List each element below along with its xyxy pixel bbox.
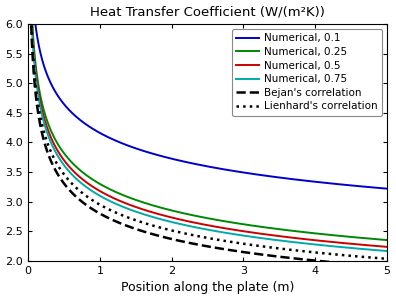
Lienhard's correlation <box>68 180 72 183</box>
Numerical, 0.75 <box>89 189 93 192</box>
Lienhard's correlation <box>385 257 389 261</box>
Numerical, 0.25 <box>68 159 72 162</box>
Line: Numerical, 0.5: Numerical, 0.5 <box>29 0 387 247</box>
Line: Numerical, 0.25: Numerical, 0.25 <box>29 0 387 240</box>
Lienhard's correlation <box>179 231 184 235</box>
Lienhard's correlation <box>164 227 169 231</box>
Numerical, 0.1 <box>68 109 72 113</box>
Numerical, 0.75 <box>339 245 344 249</box>
Bejan's correlation <box>179 239 184 243</box>
Numerical, 0.75 <box>377 249 382 252</box>
Line: Numerical, 0.1: Numerical, 0.1 <box>29 0 387 189</box>
Numerical, 0.1 <box>339 183 344 186</box>
Lienhard's correlation <box>339 253 344 257</box>
Numerical, 0.5 <box>68 166 72 169</box>
Numerical, 0.1 <box>377 186 382 190</box>
Numerical, 0.25 <box>339 234 344 238</box>
Numerical, 0.25 <box>89 177 93 180</box>
Bejan's correlation <box>68 189 72 193</box>
Numerical, 0.25 <box>385 238 389 242</box>
Lienhard's correlation <box>377 256 382 260</box>
Lienhard's correlation <box>89 198 93 201</box>
Numerical, 0.1 <box>89 126 93 130</box>
Numerical, 0.75 <box>179 223 184 226</box>
Bejan's correlation <box>377 264 382 268</box>
Numerical, 0.1 <box>164 156 169 159</box>
Numerical, 0.1 <box>179 159 184 163</box>
Line: Lienhard's correlation: Lienhard's correlation <box>29 0 387 259</box>
Numerical, 0.25 <box>179 211 184 215</box>
Numerical, 0.5 <box>339 241 344 245</box>
Title: Heat Transfer Coefficient (W/(m²K)): Heat Transfer Coefficient (W/(m²K)) <box>90 6 325 19</box>
Numerical, 0.5 <box>385 245 389 249</box>
Numerical, 0.75 <box>164 219 169 223</box>
Legend: Numerical, 0.1, Numerical, 0.25, Numerical, 0.5, Numerical, 0.75, Bejan's correl: Numerical, 0.1, Numerical, 0.25, Numeric… <box>232 29 382 116</box>
Numerical, 0.5 <box>377 244 382 248</box>
X-axis label: Position along the plate (m): Position along the plate (m) <box>121 281 294 294</box>
Numerical, 0.25 <box>164 207 169 211</box>
Numerical, 0.75 <box>385 249 389 253</box>
Bejan's correlation <box>385 265 389 268</box>
Numerical, 0.75 <box>68 171 72 174</box>
Numerical, 0.1 <box>385 187 389 190</box>
Numerical, 0.25 <box>377 238 382 241</box>
Bejan's correlation <box>339 261 344 265</box>
Numerical, 0.5 <box>179 218 184 222</box>
Line: Bejan's correlation: Bejan's correlation <box>29 0 387 267</box>
Numerical, 0.5 <box>89 184 93 188</box>
Bejan's correlation <box>89 207 93 210</box>
Bejan's correlation <box>164 236 169 240</box>
Line: Numerical, 0.75: Numerical, 0.75 <box>29 0 387 251</box>
Numerical, 0.5 <box>164 214 169 218</box>
